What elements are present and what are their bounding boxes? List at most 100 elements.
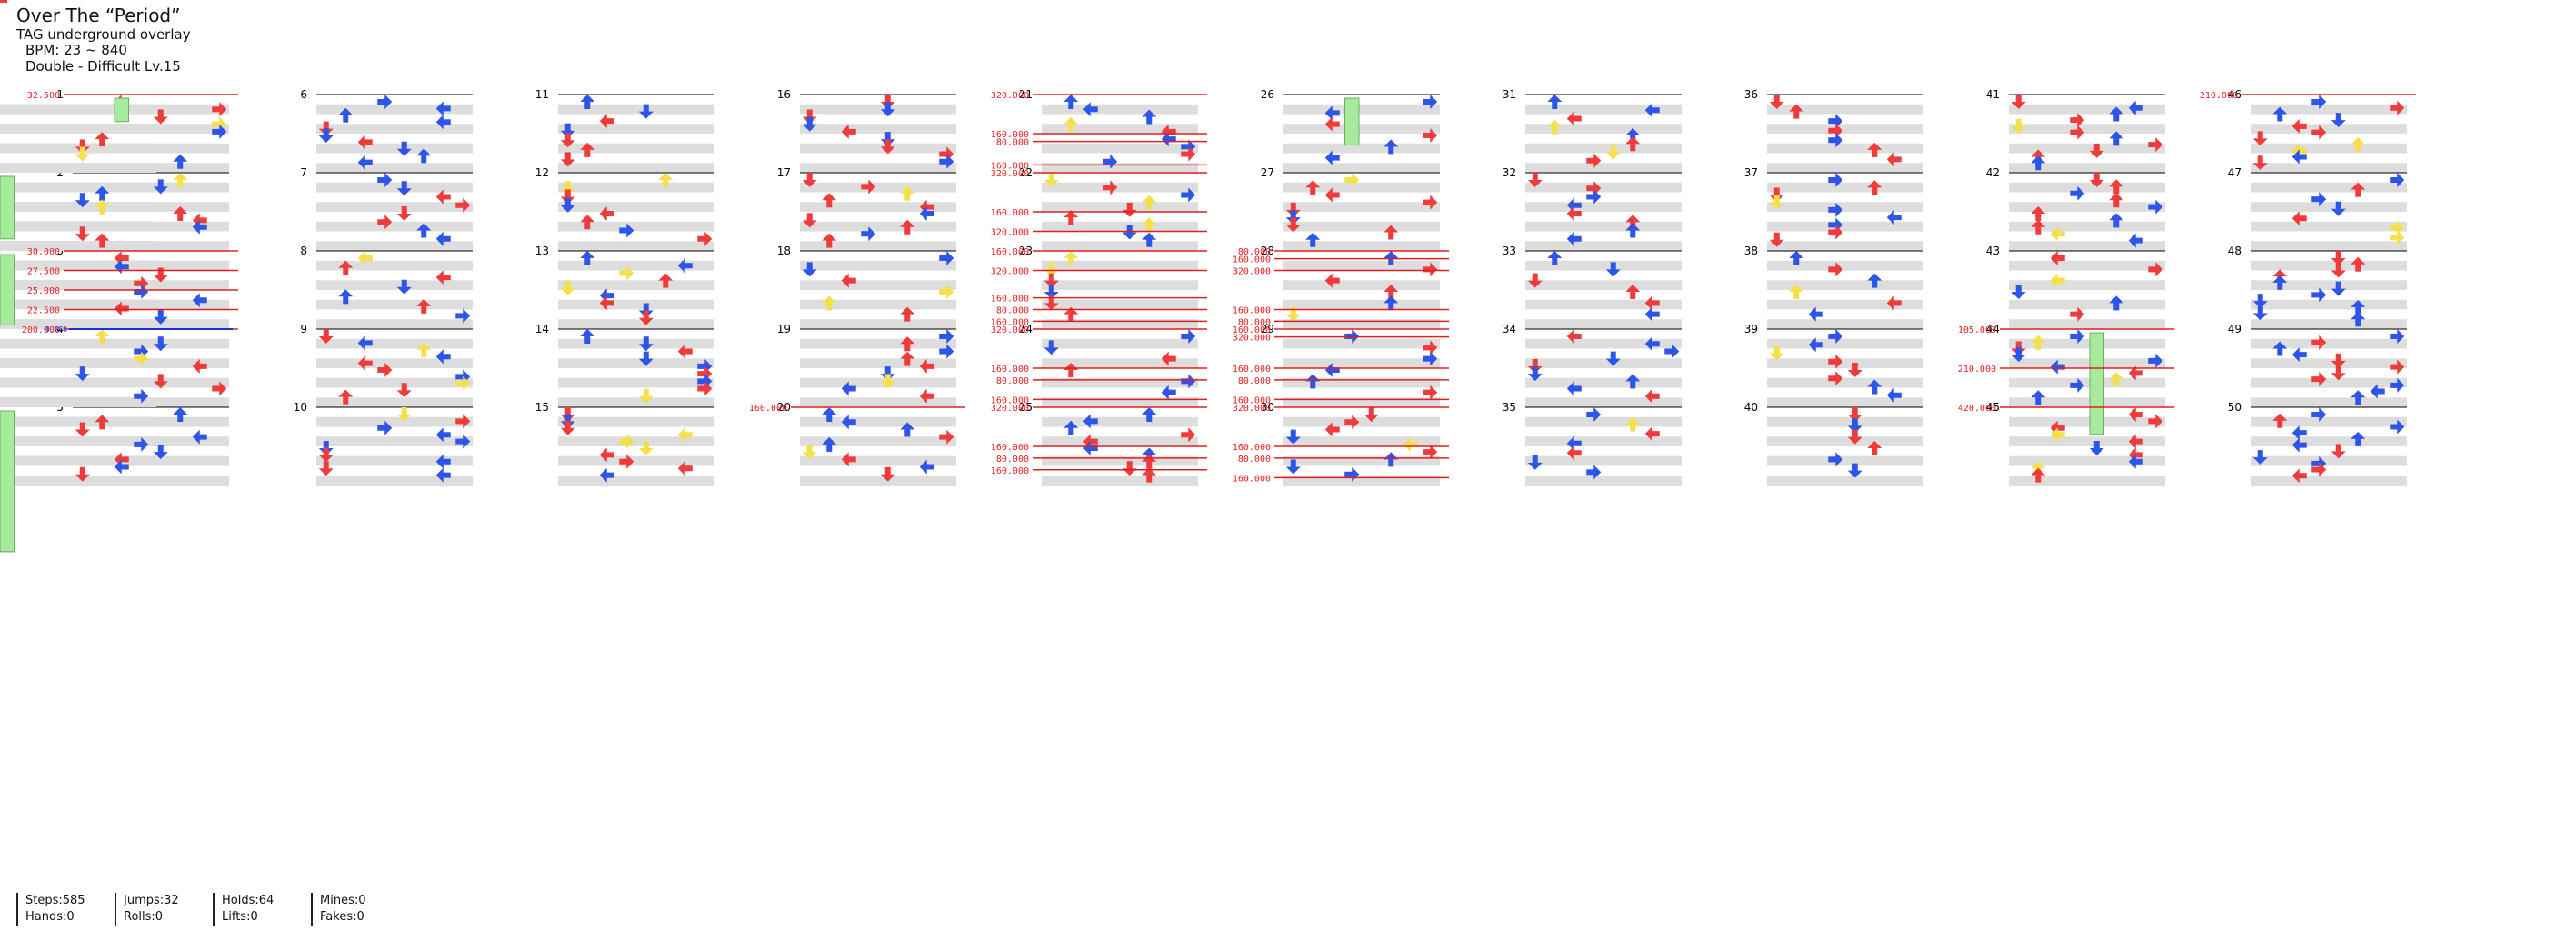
beat-stripe (2009, 397, 2165, 407)
step-arrow (677, 258, 693, 274)
step-arrow (1083, 441, 1098, 455)
step-arrow (1769, 187, 1784, 203)
step-arrow (338, 107, 354, 123)
beat-stripe (800, 476, 956, 486)
beat-stripe (558, 476, 714, 486)
bpm-change-label: 160.000 (991, 317, 1029, 327)
beat-stripe (1042, 280, 1198, 290)
measure-number: 40 (1744, 401, 1758, 414)
measure-number: 14 (535, 323, 549, 335)
bpm-change-label: 160.000 (991, 247, 1029, 257)
beat-stripe (0, 319, 156, 329)
step-arrow (212, 102, 227, 117)
beat-stripe (1283, 397, 1440, 407)
step-arrow (2148, 414, 2163, 429)
step-arrow (900, 219, 915, 235)
step-arrow (114, 301, 129, 316)
step-arrow (2031, 206, 2046, 221)
beat-stripe (2009, 104, 2165, 115)
beat-stripe (316, 182, 473, 193)
bpm-change-label: 80.000 (996, 376, 1029, 386)
step-arrow (919, 388, 934, 404)
beat-stripe (1283, 377, 1440, 388)
step-arrow (2050, 427, 2065, 443)
step-arrow (1586, 189, 1602, 205)
step-arrow (1625, 128, 1641, 143)
beat-stripe (1283, 182, 1440, 193)
beat-stripe (800, 358, 956, 368)
step-arrow (318, 461, 334, 476)
step-arrow (2331, 263, 2346, 278)
step-arrow (318, 447, 334, 463)
step-arrow (1566, 206, 1582, 221)
step-arrow (1383, 139, 1399, 155)
beat-stripe (2251, 182, 2407, 193)
step-arrow (599, 206, 614, 221)
measure-number: 27 (1261, 166, 1274, 179)
step-arrow (1828, 452, 1843, 467)
beat-stripe (800, 260, 956, 271)
step-arrow (560, 181, 575, 196)
beat-stripe (2009, 377, 2165, 388)
beat-stripe (0, 455, 156, 466)
stats-col-4: Mines:0 Fakes:0 (311, 893, 366, 926)
step-arrow (1423, 351, 1438, 366)
step-arrow (192, 293, 207, 308)
beat-stripe (1525, 143, 1682, 154)
beat-stripe (1042, 338, 1198, 349)
step-arrow (1324, 363, 1340, 377)
beat-stripe (1767, 299, 1923, 310)
step-arrow (2031, 155, 2046, 171)
step-arrow (1285, 210, 1301, 225)
beat-stripe (800, 163, 956, 173)
step-arrow (880, 132, 895, 147)
step-arrow (1305, 374, 1321, 389)
step-arrow (1808, 337, 1823, 353)
step-arrow (1063, 210, 1079, 225)
bpm-change-label: 25.000 (27, 286, 60, 296)
step-arrow (1043, 173, 1059, 187)
measure-number: 10 (294, 401, 307, 414)
step-arrow (435, 101, 451, 116)
beat-stripe (1525, 397, 1682, 407)
step-arrow (802, 445, 817, 460)
beat-stripe (2251, 280, 2407, 290)
bpm-change-label: 32.500 (27, 91, 60, 101)
step-arrow (435, 454, 451, 469)
step-arrow (560, 133, 575, 148)
beat-stripe (316, 416, 473, 427)
measure-number: 34 (1503, 323, 1516, 335)
measure-number: 23 (1019, 245, 1033, 257)
beat-stripe (1042, 163, 1198, 173)
beat-stripe (1283, 104, 1440, 115)
beat-stripe (1767, 319, 1923, 329)
beat-stripe (1767, 202, 1923, 212)
step-arrow (619, 434, 634, 449)
step-arrow (1664, 344, 1680, 359)
step-arrow (1285, 459, 1301, 475)
fakes-count: Fakes:0 (320, 910, 364, 924)
step-arrow (75, 366, 90, 382)
step-arrow (2050, 273, 2065, 288)
measure-number: 25 (1019, 401, 1033, 414)
bpm-range: BPM: 23 ~ 840 (25, 42, 127, 59)
stop-label: 0.280 (45, 325, 67, 334)
beat-stripe (1283, 163, 1440, 173)
difficulty-label: Double - Difficult Lv.15 (25, 57, 181, 75)
step-arrow (95, 233, 110, 248)
beat-stripe (1767, 476, 1923, 486)
step-arrow (1383, 452, 1399, 467)
bpm-change-label: 200.000 (22, 325, 60, 335)
beat-stripe (2251, 455, 2407, 466)
step-arrow (1828, 202, 1843, 217)
step-arrow (1847, 407, 1862, 422)
beat-stripe (1525, 358, 1682, 368)
step-arrow (1527, 273, 1543, 288)
bpm-change-label: 160.000 (1233, 306, 1271, 316)
step-arrow (1423, 195, 1438, 210)
step-arrow (1605, 145, 1621, 160)
step-arrow (900, 422, 915, 437)
step-arrow (2070, 125, 2085, 140)
rolls-count: Rolls:0 (124, 910, 164, 924)
step-arrow (861, 226, 876, 242)
